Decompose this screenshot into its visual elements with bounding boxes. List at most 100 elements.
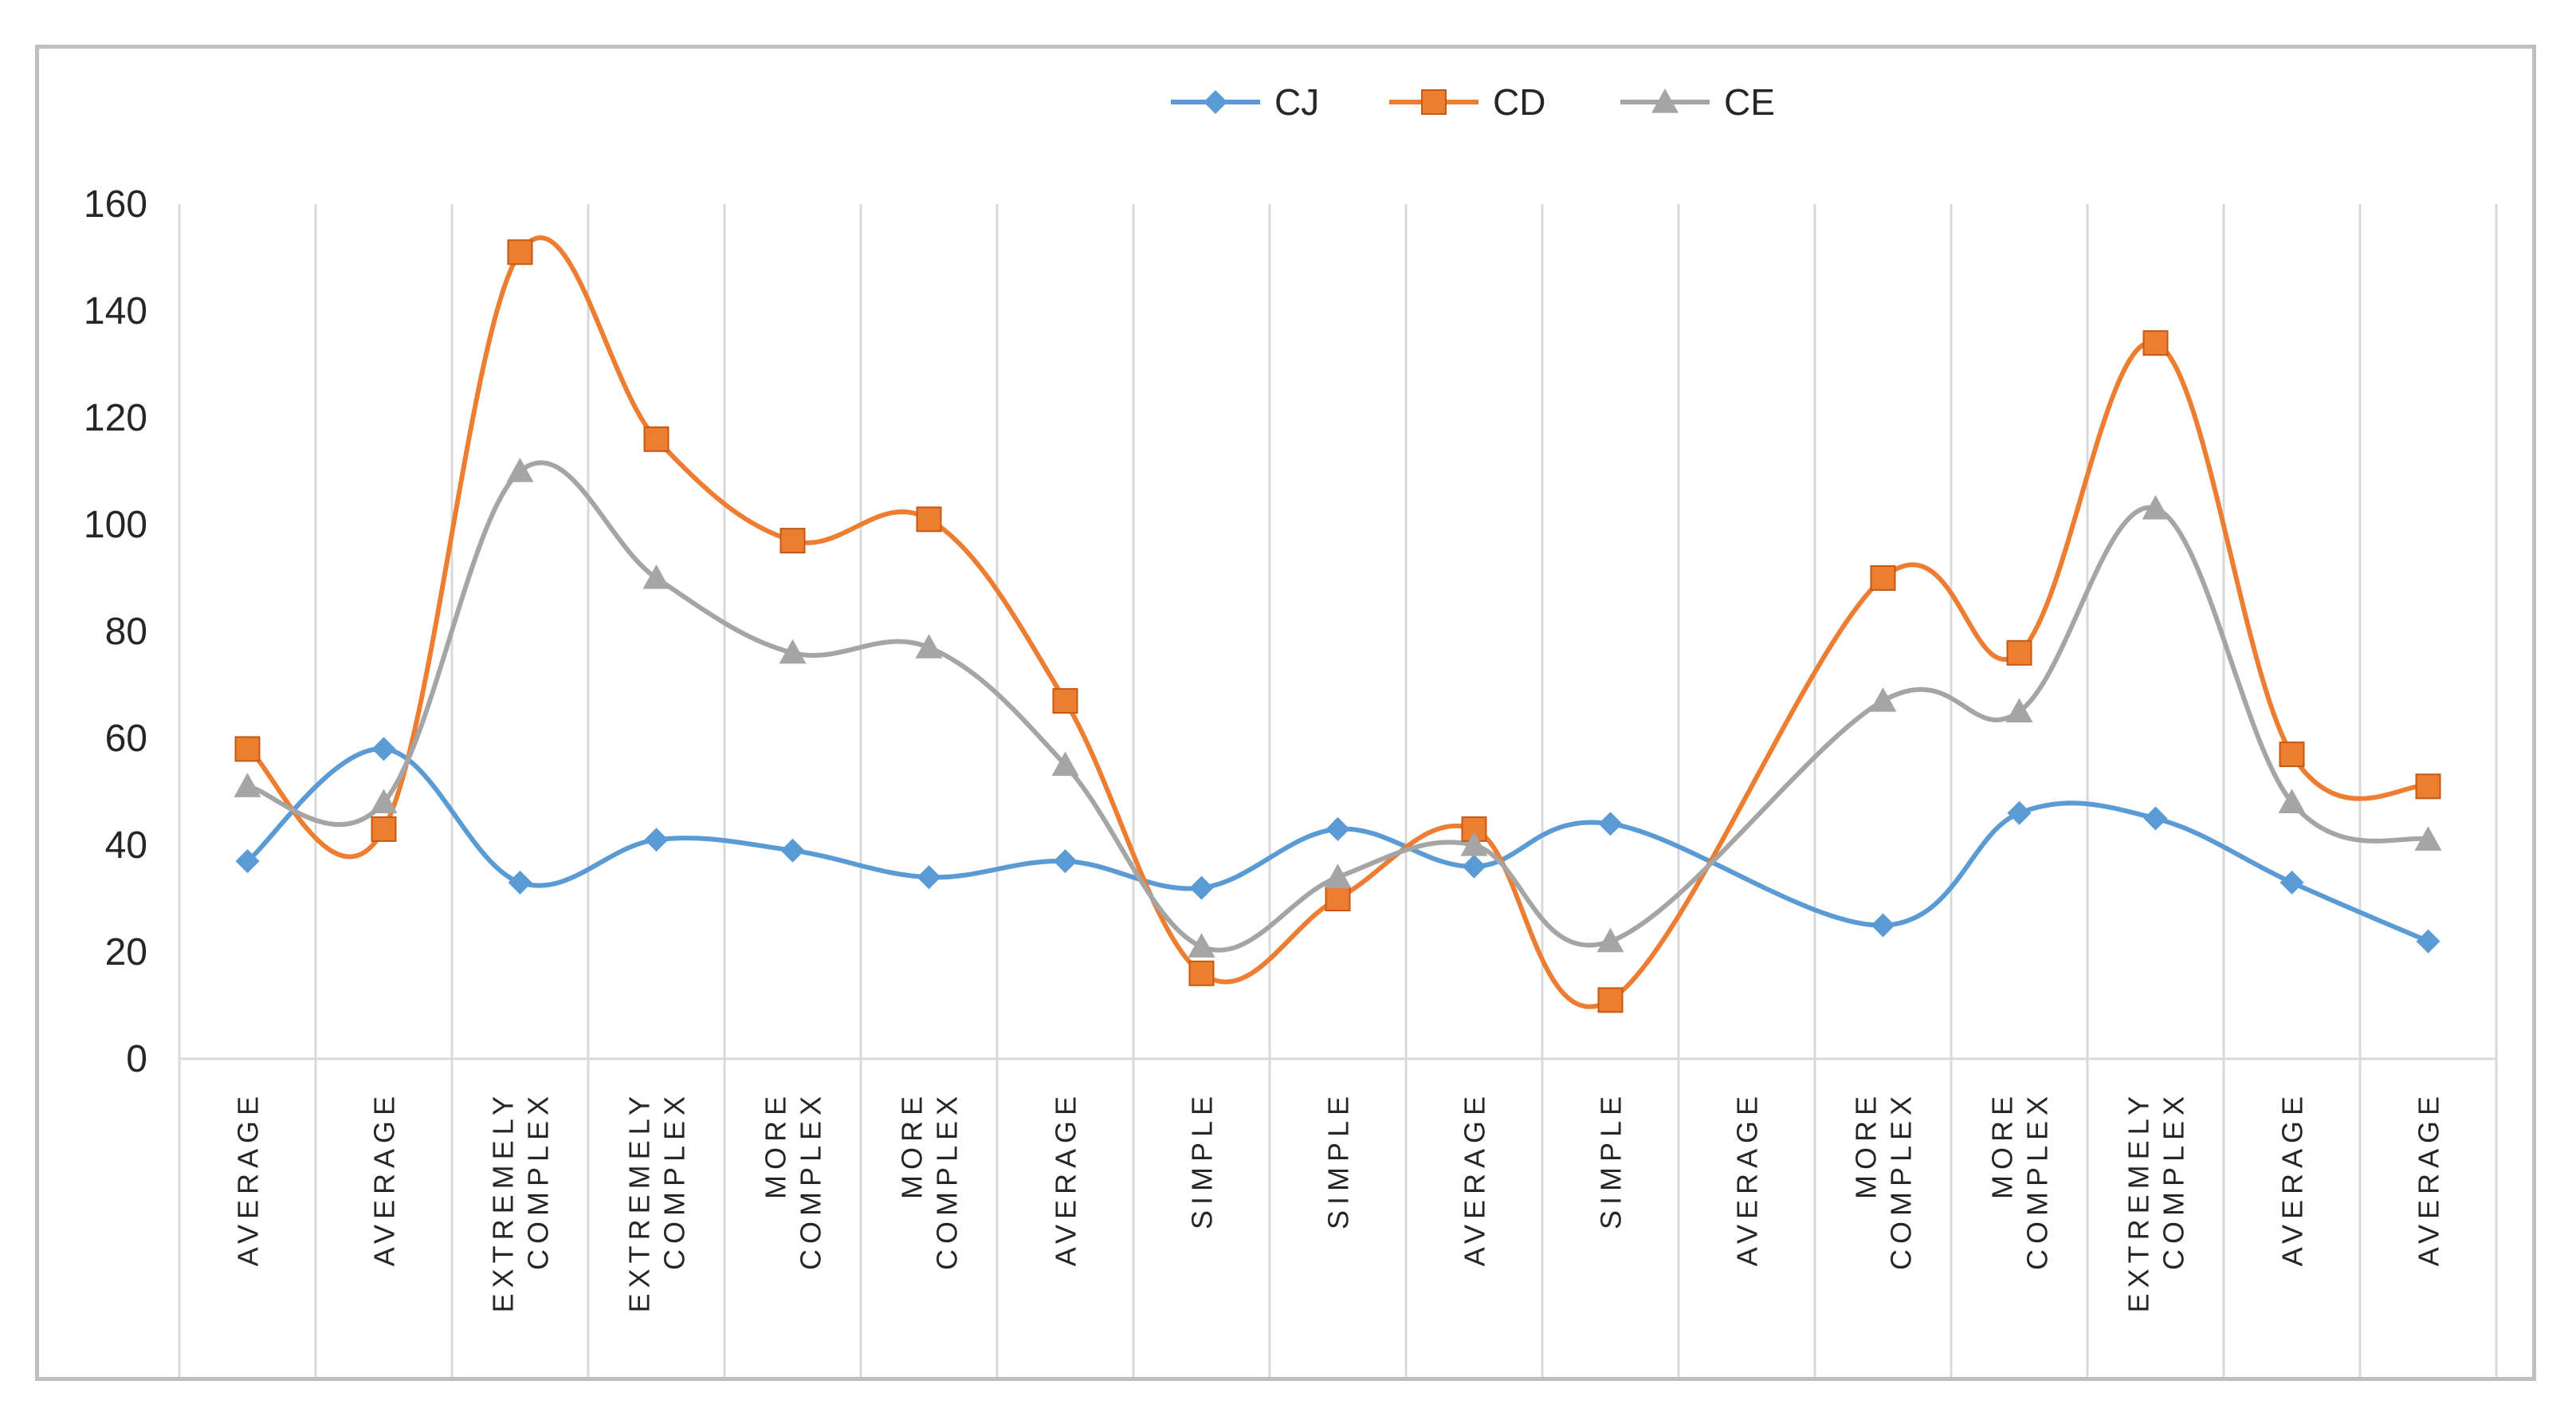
data-point-cd xyxy=(643,426,670,452)
series-line-cj xyxy=(245,746,2431,944)
data-point-cd xyxy=(779,528,806,554)
data-point-ce xyxy=(370,789,398,813)
category-label-group: SIMPLE xyxy=(1322,1091,1355,1229)
data-point-cd xyxy=(1052,688,1078,714)
data-point-cd xyxy=(1597,987,1624,1013)
category-label-group: EXTREMELY COMPLEX xyxy=(623,1091,691,1312)
category-label: COMPLEX xyxy=(522,1091,555,1270)
data-point-cj xyxy=(2280,870,2304,895)
data-point-cj xyxy=(2007,800,2032,825)
category-label: AVERAGE xyxy=(2413,1091,2445,1266)
data-point-cj xyxy=(2143,806,2168,831)
y-tick-label: 20 xyxy=(105,931,147,974)
data-point-ce xyxy=(1188,933,1215,958)
data-point-cj xyxy=(2416,929,2441,954)
data-point-cd xyxy=(2006,639,2032,666)
category-label: COMPLEX xyxy=(1885,1091,1918,1270)
legend-marker-ce xyxy=(1651,88,1679,113)
legend-item-cj: CJ xyxy=(1171,81,1319,123)
series-line-ce xyxy=(245,460,2431,953)
category-label: COMPLEX xyxy=(795,1091,827,1270)
legend-item-cd: CD xyxy=(1389,81,1545,123)
data-point-cd xyxy=(507,239,533,266)
category-label: MORE xyxy=(760,1091,792,1199)
data-point-cd xyxy=(2415,773,2441,800)
category-label: MORE xyxy=(896,1091,929,1199)
legend-label-ce: CE xyxy=(1724,81,1775,123)
category-label: COMPLEX xyxy=(2021,1091,2054,1270)
category-label-group: SIMPLE xyxy=(1595,1091,1628,1229)
data-point-ce xyxy=(2005,698,2033,723)
data-point-ce xyxy=(1324,863,1352,888)
data-point-cd xyxy=(916,506,942,533)
data-point-ce xyxy=(779,639,807,664)
category-label-group: AVERAGE xyxy=(2276,1091,2309,1266)
legend-marker-cd xyxy=(1421,89,1447,115)
category-label: MORE xyxy=(1986,1091,2019,1199)
category-label: SIMPLE xyxy=(1595,1091,1628,1229)
data-point-cd xyxy=(371,816,397,842)
category-label: COMPLEX xyxy=(2158,1091,2190,1270)
legend-item-ce: CE xyxy=(1620,81,1775,123)
category-label-group: MORE COMPLEX xyxy=(896,1091,964,1270)
data-point-ce xyxy=(2414,826,2442,851)
category-label: SIMPLE xyxy=(1186,1091,1219,1229)
category-label: AVERAGE xyxy=(232,1091,265,1266)
series-line-cd xyxy=(245,235,2431,1009)
category-label-group: SIMPLE xyxy=(1186,1091,1219,1229)
category-label: COMPLEX xyxy=(931,1091,964,1270)
data-point-cj xyxy=(1189,875,1214,900)
y-tick-label: 80 xyxy=(105,611,147,653)
category-label: AVERAGE xyxy=(368,1091,401,1266)
data-point-cj xyxy=(1053,849,1078,874)
data-point-cj xyxy=(1871,913,1895,938)
legend-marker-cj xyxy=(1204,90,1227,114)
category-label-group: MORE COMPLEX xyxy=(1986,1091,2054,1270)
category-label-group: AVERAGE xyxy=(2413,1091,2445,1266)
data-point-cd xyxy=(234,736,261,762)
data-point-cj xyxy=(508,870,532,895)
chart-frame: 020406080100120140160AVERAGE1AVERAGE2EXT… xyxy=(35,45,2536,1381)
category-label: SIMPLE xyxy=(1322,1091,1355,1229)
legend-label-cj: CJ xyxy=(1274,81,1319,123)
category-label: AVERAGE xyxy=(1050,1091,1082,1266)
category-label-group: AVERAGE xyxy=(1731,1091,1764,1266)
category-label: AVERAGE xyxy=(2276,1091,2309,1266)
data-point-cd xyxy=(2279,741,2305,768)
data-point-ce xyxy=(1051,751,1079,777)
category-label: EXTREMELY xyxy=(487,1091,520,1312)
data-point-ce xyxy=(1460,832,1488,856)
data-point-ce xyxy=(234,773,261,797)
data-point-ce xyxy=(1869,687,1897,712)
category-label-group: EXTREMELY COMPLEX xyxy=(487,1091,555,1312)
category-label: EXTREMELY xyxy=(623,1091,656,1312)
category-label: AVERAGE xyxy=(1731,1091,1764,1266)
data-point-cj xyxy=(371,737,396,761)
data-point-cd xyxy=(2142,330,2169,356)
category-label: COMPLEX xyxy=(658,1091,691,1270)
data-point-cj xyxy=(780,838,805,863)
data-point-ce xyxy=(2142,494,2170,520)
line-chart: 020406080100120140160AVERAGE1AVERAGE2EXT… xyxy=(84,81,2498,1377)
category-label-group: MORE COMPLEX xyxy=(760,1091,827,1270)
category-label-group: AVERAGE xyxy=(232,1091,265,1266)
category-label: MORE xyxy=(1850,1091,1883,1199)
category-label-group: MORE COMPLEX xyxy=(1850,1091,1918,1270)
category-label: AVERAGE xyxy=(1459,1091,1491,1266)
data-point-cd xyxy=(1325,886,1351,911)
data-point-cj xyxy=(1598,812,1623,836)
data-point-ce xyxy=(1596,927,1624,953)
data-point-cd xyxy=(1188,960,1215,986)
data-point-cd xyxy=(1870,565,1896,591)
data-point-cj xyxy=(644,828,669,852)
data-point-cj xyxy=(235,849,260,874)
y-tick-label: 0 xyxy=(126,1038,147,1080)
y-tick-label: 120 xyxy=(84,397,147,439)
category-label-group: AVERAGE xyxy=(368,1091,401,1266)
data-point-ce xyxy=(2278,789,2306,813)
data-point-cj xyxy=(1325,816,1350,841)
y-tick-label: 140 xyxy=(84,290,147,332)
category-label-group: AVERAGE xyxy=(1050,1091,1082,1266)
category-label: EXTREMELY xyxy=(2122,1091,2155,1312)
data-point-ce xyxy=(506,458,534,482)
